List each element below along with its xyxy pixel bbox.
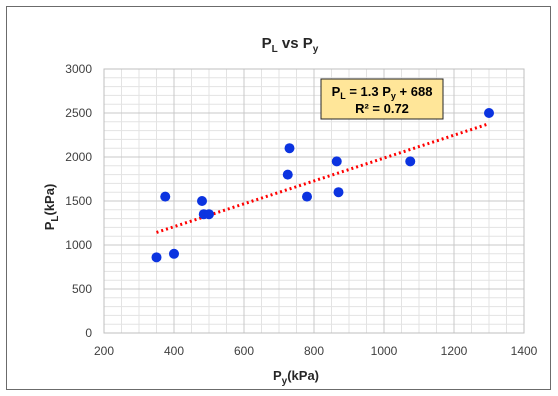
y-tick-label: 2500 [65,106,92,120]
x-tick-label: 1400 [511,344,538,358]
y-tick-label: 0 [85,326,92,340]
data-point [302,191,312,202]
trendline [156,122,490,234]
data-point [204,209,214,220]
y-tick-label: 3000 [65,62,92,76]
data-point [282,169,293,180]
x-tick-label: 800 [304,344,324,358]
trendline-equation: PL = 1.3 Py + 688 [332,84,433,101]
x-tick-label: 200 [94,344,114,358]
x-tick-label: 1000 [371,344,398,358]
chart-title: PL vs Py [262,35,319,55]
data-point [333,187,344,198]
data-point [405,156,416,167]
trendline-equation-label: PL = 1.3 Py + 688 R² = 0.72 [320,78,444,120]
data-point [197,196,207,206]
x-tick-label: 600 [234,344,254,358]
x-axis-label: Py(kPa) [273,368,319,387]
point-layer [151,108,494,263]
x-tick-label: 1200 [441,344,468,358]
data-point [284,143,295,154]
plot-area-border [103,68,525,334]
data-point [169,248,179,259]
y-axis-label: PL(kPa) [42,184,61,231]
y-tick-label: 1000 [65,238,92,252]
data-point [151,252,162,263]
y-tick-label: 1500 [65,194,92,208]
y-tick-label: 2000 [65,150,92,164]
x-tick-label: 400 [164,344,184,358]
data-point [331,156,342,167]
trendline-label-box [320,78,444,120]
trend-layer [156,122,490,234]
data-point [160,191,171,202]
data-point [484,108,494,118]
trendline-r-squared: R² = 0.72 [355,101,409,116]
y-tick-label: 500 [72,282,92,296]
axis-layer: 200 400 600 800 1000 1200 1400 0 500 1000 1500 2000… [65,62,537,358]
